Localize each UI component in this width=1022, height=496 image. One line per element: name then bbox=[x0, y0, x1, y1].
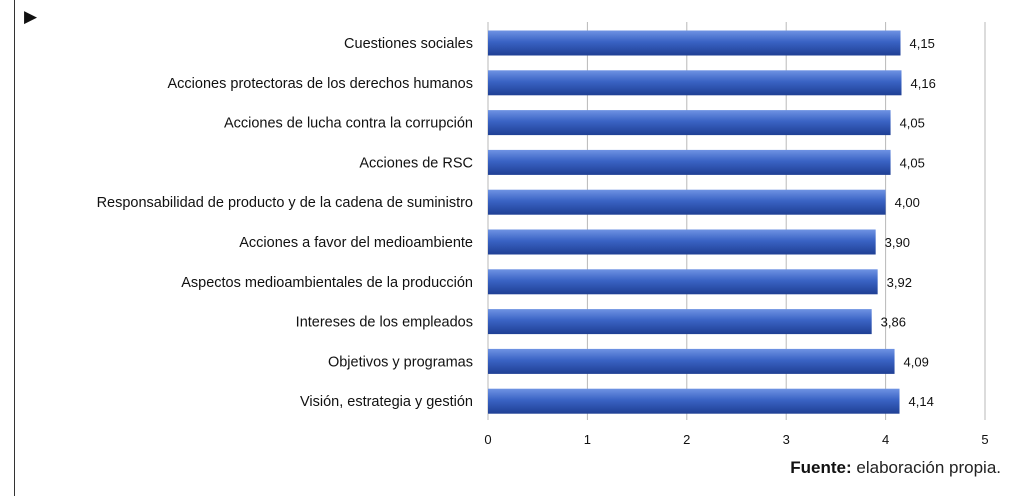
source-note: Fuente: elaboración propia. bbox=[790, 458, 1001, 478]
category-label: Acciones a favor del medioambiente bbox=[239, 235, 473, 251]
value-labels: 4,15 4,16 4,05 4,05 4,00 3,90 3,92 3,86 4,09 4,14 bbox=[881, 36, 936, 409]
category-label: Acciones de lucha contra la corrupción bbox=[224, 116, 473, 132]
bar bbox=[488, 110, 891, 136]
bar bbox=[488, 348, 895, 374]
value-label: 4,00 bbox=[895, 195, 920, 210]
value-label: 3,86 bbox=[881, 315, 906, 330]
bar-chart: Cuestiones sociales Acciones protectoras … bbox=[97, 22, 989, 447]
x-axis-ticks: 0 1 2 3 4 5 bbox=[484, 432, 988, 447]
section-marker-icon: ▶ bbox=[24, 7, 38, 26]
category-label: Acciones protectoras de los derechos hum… bbox=[168, 76, 473, 92]
value-label: 4,05 bbox=[900, 116, 925, 131]
left-margin-rule bbox=[14, 0, 15, 496]
x-tick-label: 3 bbox=[783, 432, 790, 447]
value-label: 4,05 bbox=[900, 155, 925, 170]
bar bbox=[488, 70, 902, 96]
bar bbox=[488, 388, 900, 414]
value-label: 4,09 bbox=[904, 354, 929, 369]
bar bbox=[488, 309, 872, 335]
value-label: 3,90 bbox=[885, 235, 910, 250]
x-tick-label: 5 bbox=[981, 432, 988, 447]
bar bbox=[488, 269, 878, 295]
bar bbox=[488, 149, 891, 175]
value-label: 4,16 bbox=[911, 76, 936, 91]
category-label: Acciones de RSC bbox=[359, 155, 473, 171]
category-label: Cuestiones sociales bbox=[344, 36, 473, 52]
category-label: Intereses de los empleados bbox=[296, 315, 473, 331]
category-labels: Cuestiones sociales Acciones protectoras … bbox=[97, 36, 473, 410]
category-label: Aspectos medioambientales de la producci… bbox=[181, 275, 473, 291]
value-label: 3,92 bbox=[887, 275, 912, 290]
x-tick-label: 4 bbox=[882, 432, 889, 447]
category-label: Responsabilidad de producto y de la cade… bbox=[97, 195, 473, 211]
bars bbox=[488, 30, 902, 414]
bar bbox=[488, 189, 886, 215]
bar bbox=[488, 229, 876, 255]
category-label: Objetivos y programas bbox=[328, 354, 473, 370]
category-label: Visión, estrategia y gestión bbox=[300, 394, 473, 410]
x-tick-label: 0 bbox=[484, 432, 491, 447]
source-label: Fuente: bbox=[790, 458, 852, 477]
x-tick-label: 1 bbox=[584, 432, 591, 447]
value-label: 4,15 bbox=[910, 36, 935, 51]
x-tick-label: 2 bbox=[683, 432, 690, 447]
source-text: elaboración propia. bbox=[851, 458, 1001, 477]
value-label: 4,14 bbox=[909, 394, 934, 409]
bar bbox=[488, 30, 901, 56]
